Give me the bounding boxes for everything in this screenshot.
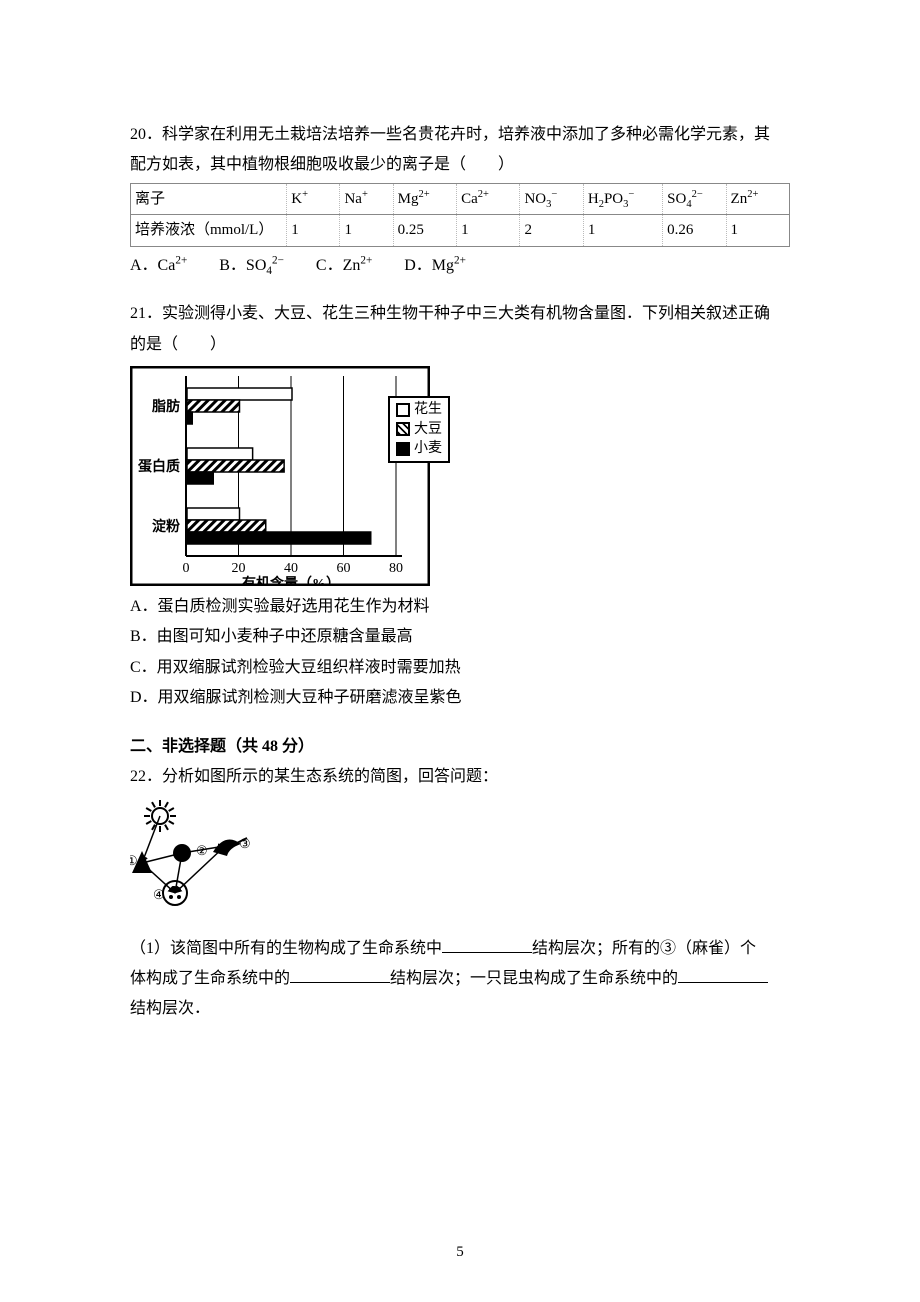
swatch-black xyxy=(396,442,410,456)
q21-stem-line1: 21．实验测得小麦、大豆、花生三种生物干种子中三大类有机物含量图．下列相关叙述正… xyxy=(130,299,790,329)
cell-ion-label: 离子 xyxy=(131,183,287,215)
cell: 1 xyxy=(726,215,789,247)
svg-text:②: ② xyxy=(196,843,208,858)
svg-text:淀粉: 淀粉 xyxy=(152,518,180,535)
section-2-heading-text: 二、非选择题（共 48 分） xyxy=(130,738,314,755)
cell-k: K+ xyxy=(287,183,340,215)
svg-text:有机含量（%）: 有机含量（%） xyxy=(242,575,340,586)
section-2-heading: 二、非选择题（共 48 分） xyxy=(130,732,790,762)
svg-text:0: 0 xyxy=(183,561,190,576)
cell-mg: Mg2+ xyxy=(393,183,456,215)
cell: 2 xyxy=(520,215,583,247)
swatch-hatch xyxy=(396,422,410,436)
svg-text:20: 20 xyxy=(232,561,246,576)
q21-opt-d: D．用双缩脲试剂检测大豆种子研磨滤液呈紫色 xyxy=(130,683,790,713)
q20-options: A．Ca2+ B．SO42− C．Zn2+ D．Mg2+ xyxy=(130,251,790,281)
q21-opt-c: C．用双缩脲试剂检验大豆组织样液时需要加热 xyxy=(130,653,790,683)
svg-text:③: ③ xyxy=(239,836,251,851)
svg-text:80: 80 xyxy=(389,561,403,576)
legend-label: 小麦 xyxy=(414,439,442,459)
opt-c: C．Zn2+ xyxy=(316,251,372,281)
q21-opt-b: B．由图可知小麦种子中还原糖含量最高 xyxy=(130,622,790,652)
blank-3 xyxy=(678,964,768,983)
legend-soy: 大豆 xyxy=(396,420,442,440)
q22-sub1-line2: 体构成了生命系统中的 结构层次；一只昆虫构成了生命系统中的 xyxy=(130,964,790,994)
blank-1 xyxy=(442,934,532,953)
cell: 1 xyxy=(457,215,520,247)
opt-a: A．Ca2+ xyxy=(130,251,187,281)
opt-b: B．SO42− xyxy=(219,251,284,281)
svg-text:40: 40 xyxy=(284,561,298,576)
swatch-white xyxy=(396,403,410,417)
q20-table: 离子 K+ Na+ Mg2+ Ca2+ NO3− H2PO3− SO42− Zn… xyxy=(130,183,790,247)
text: 体构成了生命系统中的 xyxy=(130,970,290,987)
svg-text:脂肪: 脂肪 xyxy=(151,398,180,415)
q21-stem-line2: 的是（ ） xyxy=(130,330,790,360)
svg-text:60: 60 xyxy=(337,561,351,576)
page-number: 5 xyxy=(0,1238,920,1267)
q20-stem-line2: 配方如表，其中植物根细胞吸收最少的离子是（ ） xyxy=(130,150,790,180)
q22-ecosystem-diagram: ① ② ③ ④ xyxy=(130,798,790,929)
cell-so4: SO42− xyxy=(663,183,726,215)
table-row: 离子 K+ Na+ Mg2+ Ca2+ NO3− H2PO3− SO42− Zn… xyxy=(131,183,790,215)
cell-no3: NO3− xyxy=(520,183,583,215)
chart-legend: 花生 大豆 小麦 xyxy=(388,396,450,463)
svg-text:①: ① xyxy=(130,853,138,868)
cell-ca: Ca2+ xyxy=(457,183,520,215)
legend-peanut: 花生 xyxy=(396,400,442,420)
svg-text:④: ④ xyxy=(153,887,165,902)
legend-label: 大豆 xyxy=(414,420,442,440)
legend-label: 花生 xyxy=(414,400,442,420)
blank-2 xyxy=(290,964,390,983)
q22-sub1-line1: （1）该简图中所有的生物构成了生命系统中 结构层次；所有的③（麻雀）个 xyxy=(130,934,790,964)
cell-conc-label: 培养液浓（mmol/L） xyxy=(131,215,287,247)
q21-chart: 020406080有机含量（%）脂肪蛋白质淀粉 花生 大豆 小麦 xyxy=(130,366,430,586)
cell-h2po3: H2PO3− xyxy=(583,183,662,215)
cell: 0.26 xyxy=(663,215,726,247)
text: 结构层次；所有的③（麻雀）个 xyxy=(532,940,756,957)
q22-sub1-line3: 结构层次． xyxy=(130,994,790,1024)
cell: 1 xyxy=(340,215,393,247)
cell-na: Na+ xyxy=(340,183,393,215)
cell-zn: Zn2+ xyxy=(726,183,789,215)
svg-text:蛋白质: 蛋白质 xyxy=(138,458,180,475)
opt-d: D．Mg2+ xyxy=(404,251,466,281)
ecosystem-svg: ① ② ③ ④ xyxy=(130,798,260,918)
cell: 1 xyxy=(583,215,662,247)
cell: 1 xyxy=(287,215,340,247)
q21-opt-a: A．蛋白质检测实验最好选用花生作为材料 xyxy=(130,592,790,622)
cell: 0.25 xyxy=(393,215,456,247)
text: （1）该简图中所有的生物构成了生命系统中 xyxy=(130,940,442,957)
text: 结构层次；一只昆虫构成了生命系统中的 xyxy=(390,970,678,987)
legend-wheat: 小麦 xyxy=(396,439,442,459)
bar-chart-svg: 0 20 40 60 80 有机含量（%） 脂肪蛋白质淀粉 xyxy=(130,366,430,586)
q20-stem-line1: 20．科学家在利用无土栽培法培养一些名贵花卉时，培养液中添加了多种必需化学元素，… xyxy=(130,120,790,150)
table-row: 培养液浓（mmol/L） 1 1 0.25 1 2 1 0.26 1 xyxy=(131,215,790,247)
q22-stem: 22．分析如图所示的某生态系统的简图，回答问题： xyxy=(130,762,790,792)
